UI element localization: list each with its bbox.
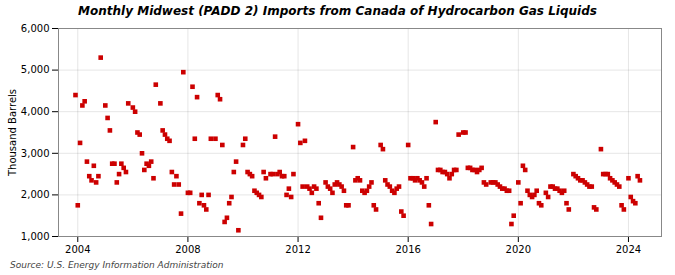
- svg-text:5,000: 5,000: [21, 64, 50, 75]
- svg-text:3,000: 3,000: [21, 148, 50, 159]
- svg-text:2,000: 2,000: [21, 189, 50, 200]
- svg-text:6,000: 6,000: [21, 23, 50, 34]
- svg-text:1,000: 1,000: [21, 231, 50, 242]
- html-text:Source: U.S. Energy Informatio: Source: U.S. Energy Information Administ…: [10, 260, 224, 270]
- svg-text:2020: 2020: [506, 244, 531, 255]
- svg-text:2012: 2012: [285, 244, 310, 255]
- svg-text:2004: 2004: [65, 244, 90, 255]
- svg-text:Thousand Barrels: Thousand Barrels: [7, 89, 18, 177]
- svg-text:2024: 2024: [616, 244, 641, 255]
- svg-text:2016: 2016: [395, 244, 420, 255]
- svg-text:2008: 2008: [175, 244, 200, 255]
- svg-text:4,000: 4,000: [21, 106, 50, 117]
- html-text:Monthly Midwest (PADD 2) Impor: Monthly Midwest (PADD 2) Imports from Ca…: [78, 4, 597, 18]
